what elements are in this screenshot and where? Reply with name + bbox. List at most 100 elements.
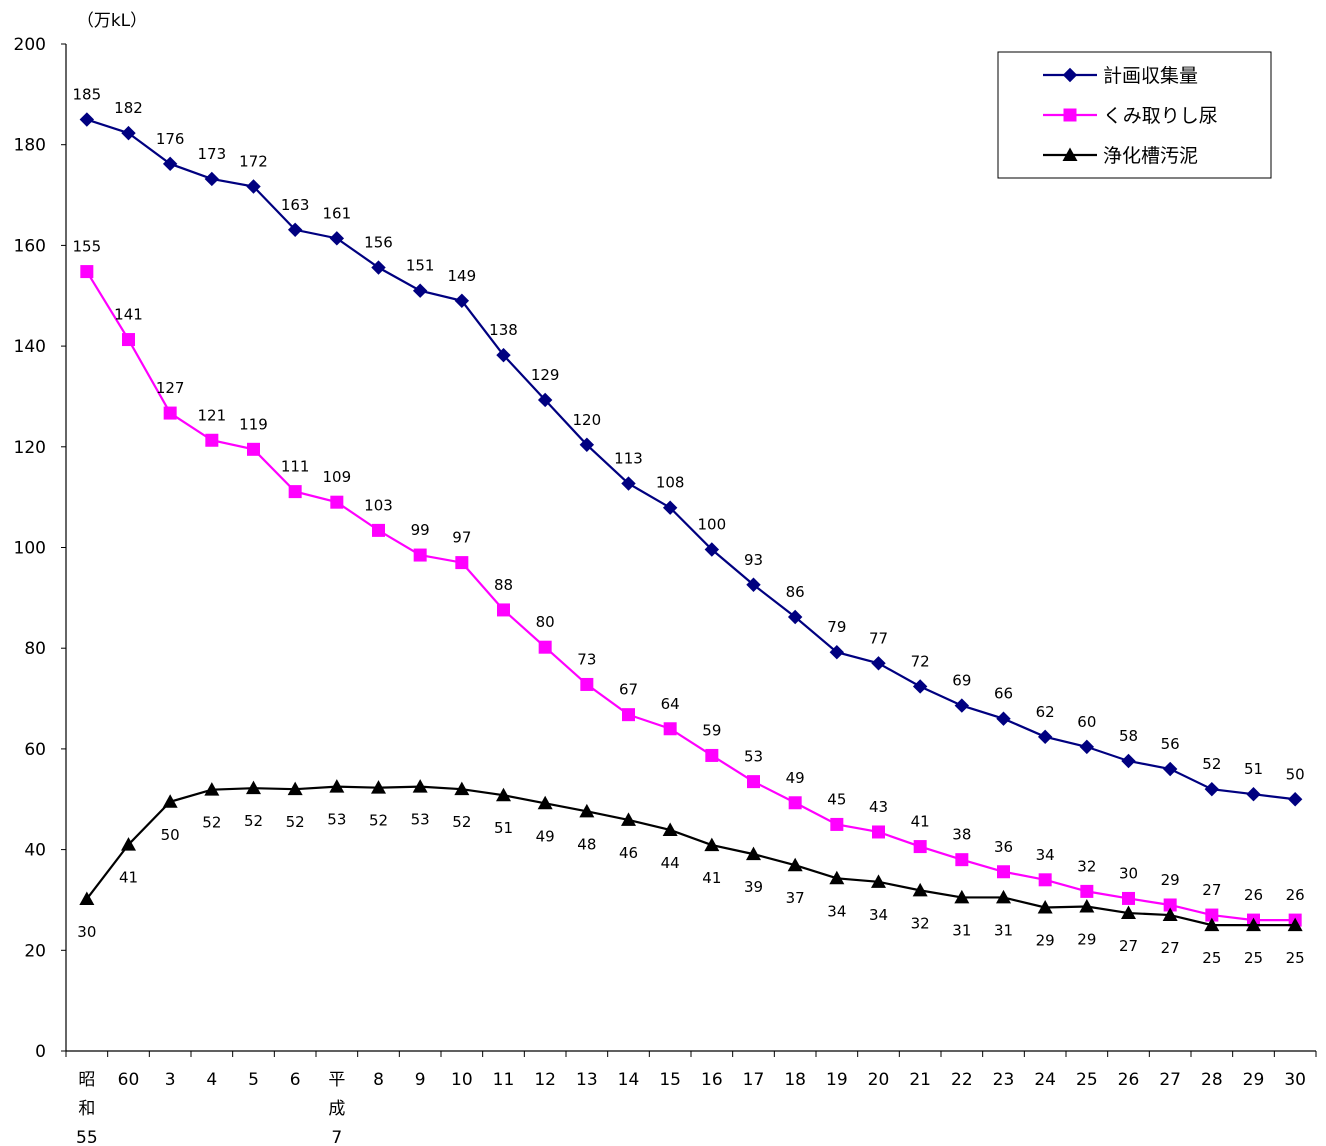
diamond-marker [287, 222, 303, 237]
y-tick-label: 40 [24, 841, 46, 861]
diamond-marker [662, 500, 678, 515]
diamond-marker [912, 679, 928, 694]
square-marker [1080, 884, 1094, 898]
diamond-marker [1121, 753, 1136, 769]
triangle-marker [496, 787, 511, 802]
legend-item: 計画収集量 [1043, 65, 1198, 87]
square-marker [538, 640, 552, 654]
data-label: 52 [286, 813, 305, 831]
data-label: 56 [1161, 735, 1180, 753]
series-layer [79, 112, 1303, 932]
data-label: 120 [573, 411, 602, 429]
data-label: 41 [911, 813, 930, 831]
x-tick-label: 10 [451, 1070, 473, 1090]
diamond-marker [1204, 781, 1220, 797]
data-label: 52 [369, 812, 388, 830]
triangle-marker [1204, 917, 1220, 932]
triangle-marker [454, 781, 470, 796]
diamond-marker [454, 293, 470, 308]
series-line [86, 118, 1296, 801]
series-line [85, 785, 1296, 927]
data-label: 50 [161, 826, 180, 844]
y-tick-label: 80 [24, 639, 46, 659]
x-tick-label: 14 [618, 1070, 640, 1090]
data-label: 37 [786, 889, 805, 907]
triangle-marker [246, 780, 261, 795]
data-label: 129 [531, 366, 560, 384]
data-label: 31 [994, 921, 1013, 939]
triangle-marker [79, 891, 95, 905]
data-label: 67 [619, 681, 638, 699]
triangle-marker [287, 781, 303, 796]
data-label: 103 [364, 496, 393, 514]
data-label: 51 [494, 819, 513, 837]
legend-label: 浄化槽汚泥 [1103, 145, 1198, 167]
data-label: 53 [327, 811, 346, 829]
series-1 [79, 112, 1303, 807]
data-label: 48 [577, 835, 596, 853]
x-tick-label: 30 [1284, 1070, 1306, 1090]
x-tick-label: 29 [1243, 1070, 1265, 1090]
data-label: 151 [406, 257, 435, 275]
data-label: 77 [869, 629, 888, 647]
triangle-marker [1062, 147, 1078, 161]
data-label: 66 [994, 685, 1013, 703]
legend-label: くみ取りし尿 [1103, 105, 1218, 127]
triangle-marker [704, 837, 720, 852]
triangle-marker [912, 882, 928, 897]
triangle-marker [537, 795, 553, 810]
diamond-marker [954, 698, 970, 713]
data-label: 39 [744, 878, 763, 896]
data-label: 52 [244, 812, 263, 830]
diamond-marker [496, 347, 511, 363]
data-label: 36 [994, 838, 1013, 856]
data-label: 45 [827, 790, 846, 808]
data-label: 25 [1202, 949, 1221, 967]
legend-item: 浄化槽汚泥 [1043, 145, 1198, 167]
diamond-marker [1287, 792, 1303, 807]
triangle-marker [1162, 907, 1178, 922]
data-label: 100 [698, 516, 727, 534]
square-marker [205, 433, 219, 447]
triangle-marker [746, 846, 761, 861]
x-tick-label: 26 [1118, 1070, 1140, 1090]
square-marker [247, 442, 260, 456]
diamond-marker [996, 711, 1011, 726]
data-label: 27 [1161, 939, 1180, 957]
data-label: 121 [198, 406, 227, 424]
diamond-marker [537, 392, 553, 408]
diamond-marker [246, 179, 261, 194]
square-marker [372, 523, 385, 537]
data-label: 59 [702, 721, 721, 739]
y-tick-label: 100 [14, 539, 46, 559]
data-label: 161 [323, 204, 352, 222]
x-tick-label: 11 [493, 1070, 515, 1090]
data-label: 64 [661, 695, 680, 713]
x-tick-label: 4 [206, 1070, 217, 1090]
diamond-marker [204, 171, 220, 187]
data-label: 119 [239, 415, 268, 433]
data-label: 97 [452, 529, 471, 547]
data-label: 31 [952, 921, 971, 939]
x-tick-label: 13 [576, 1070, 598, 1090]
square-marker [1205, 908, 1219, 922]
data-label: 49 [786, 769, 805, 787]
data-label: 52 [452, 813, 471, 831]
triangle-marker [871, 874, 886, 888]
x-tick-label: 5 [248, 1070, 259, 1090]
data-label: 176 [156, 130, 185, 148]
data-label: 51 [1244, 760, 1263, 778]
diamond-marker [1062, 67, 1078, 83]
diamond-marker [371, 260, 386, 275]
triangle-marker [996, 889, 1011, 904]
square-marker [997, 865, 1010, 879]
data-label: 99 [411, 521, 430, 539]
square-marker [288, 485, 302, 499]
data-label: 88 [494, 576, 513, 594]
diamond-marker [579, 437, 595, 452]
diamond-marker [1079, 739, 1095, 755]
x-tick-label: 6 [290, 1070, 301, 1090]
diamond-marker [1246, 787, 1261, 802]
square-marker [497, 603, 510, 617]
